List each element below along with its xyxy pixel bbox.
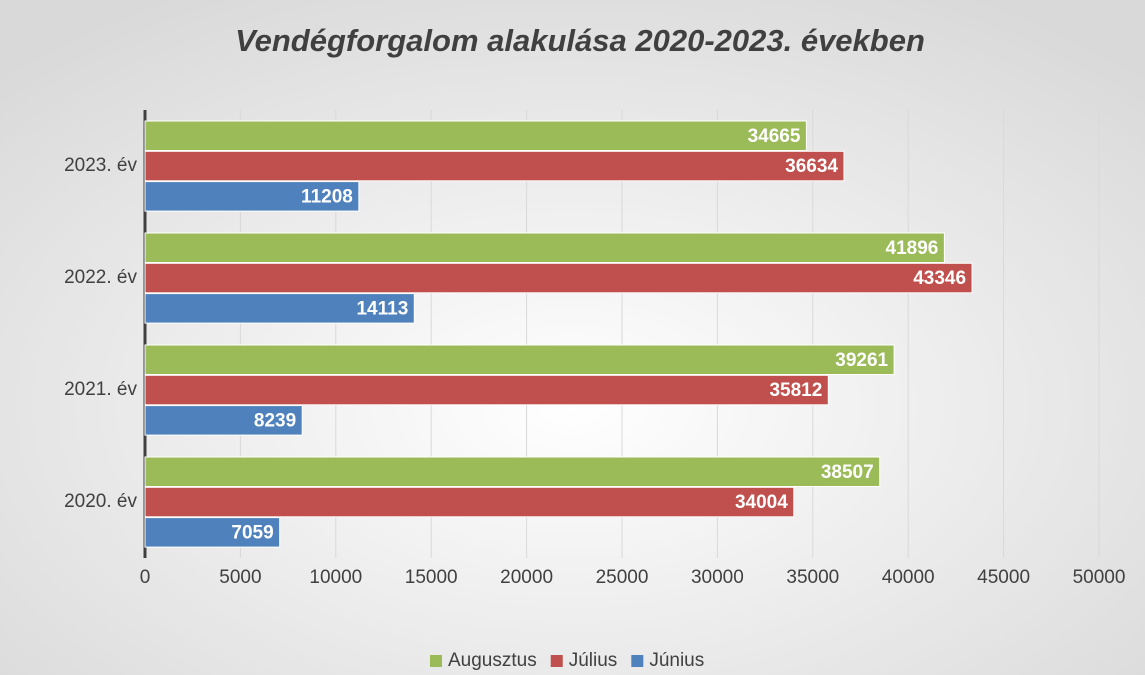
x-tick-label: 25000 xyxy=(596,567,649,588)
legend-label: Július xyxy=(569,650,618,671)
data-label: 36634 xyxy=(785,156,838,177)
data-label: 35812 xyxy=(769,380,822,401)
data-label: 39261 xyxy=(835,350,888,371)
y-tick-label: 2020. év xyxy=(64,491,137,512)
legend-label: Augusztus xyxy=(448,650,537,671)
data-label: 34665 xyxy=(748,126,801,147)
data-label: 38507 xyxy=(821,462,874,483)
x-tick-label: 15000 xyxy=(405,567,458,588)
bar xyxy=(144,232,945,263)
data-label: 14113 xyxy=(356,298,408,319)
x-tick-label: 5000 xyxy=(219,567,261,588)
x-tick-label: 20000 xyxy=(500,567,553,588)
data-label: 11208 xyxy=(301,186,353,207)
bar xyxy=(144,374,829,406)
bar xyxy=(144,405,303,436)
bar xyxy=(144,150,845,182)
bar xyxy=(144,344,895,375)
x-tick-label: 45000 xyxy=(977,567,1030,588)
bar xyxy=(144,181,360,212)
legend-label: Június xyxy=(649,650,704,671)
bar xyxy=(144,456,881,487)
x-tick-label: 40000 xyxy=(882,567,935,588)
x-tick-label: 10000 xyxy=(309,567,362,588)
x-tick-label: 50000 xyxy=(1073,567,1126,588)
x-tick-label: 35000 xyxy=(786,567,839,588)
y-tick-label: 2022. év xyxy=(64,267,137,288)
bar xyxy=(144,486,795,518)
bar xyxy=(144,293,415,324)
legend-swatch xyxy=(430,655,442,667)
y-tick-label: 2023. év xyxy=(64,155,137,176)
y-tick-label: 2021. év xyxy=(64,379,137,400)
chart-title: Vendégforgalom alakulása 2020-2023. évek… xyxy=(235,23,925,58)
legend-swatch xyxy=(550,655,563,667)
data-label: 7059 xyxy=(231,522,273,543)
data-label: 43346 xyxy=(913,268,966,289)
data-label: 41896 xyxy=(886,238,939,259)
legend-swatch xyxy=(631,655,644,667)
data-label: 34004 xyxy=(735,492,788,513)
x-tick-label: 0 xyxy=(140,567,151,588)
data-label: 8239 xyxy=(254,410,296,431)
bar xyxy=(144,262,973,294)
bar xyxy=(144,120,807,151)
x-tick-label: 30000 xyxy=(691,567,744,588)
bar xyxy=(144,517,281,548)
